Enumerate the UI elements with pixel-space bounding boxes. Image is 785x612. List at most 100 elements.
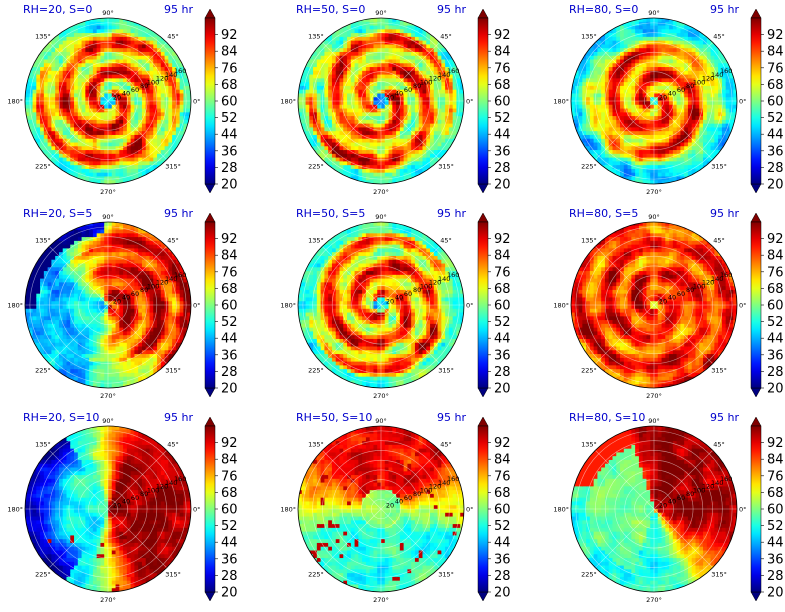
heatmap-cell [115, 78, 120, 83]
heatmap-cell [608, 142, 614, 147]
radial-tick-label: 40 [395, 90, 403, 98]
heatmap-cell [631, 36, 636, 42]
heatmap-cell [631, 131, 636, 136]
heatmap-cell [111, 74, 117, 79]
heatmap-cell [384, 78, 390, 83]
heatmap-cell [172, 119, 177, 125]
heatmap-cell [164, 108, 169, 113]
heatmap-cell [672, 176, 678, 181]
heatmap-cell [714, 104, 719, 110]
heatmap-cell [339, 119, 344, 125]
heatmap-cell [373, 123, 378, 129]
heatmap-cell [81, 29, 86, 34]
heatmap-cell [153, 97, 158, 102]
heatmap-cell [620, 89, 625, 95]
heatmap-cell [134, 89, 139, 95]
heatmap-cell [635, 51, 640, 57]
heatmap-cell [684, 101, 689, 106]
heatmap-cell [77, 123, 83, 129]
heatmap-cell [718, 146, 723, 151]
heatmap-cell [403, 78, 409, 83]
heatmap-cell [672, 74, 678, 79]
heatmap-cell [305, 67, 310, 72]
heatmap-cell [92, 153, 98, 159]
heatmap-cell [347, 48, 352, 53]
heatmap-cell [62, 153, 68, 159]
heatmap-cell [74, 108, 79, 113]
heatmap-cell [445, 85, 450, 91]
heatmap-cell [437, 112, 442, 117]
heatmap-cell [437, 138, 442, 144]
heatmap-cell [608, 93, 614, 98]
heatmap-cell [604, 131, 610, 136]
heatmap-cell [350, 78, 356, 83]
heatmap-cell [313, 59, 318, 64]
heatmap-cell [130, 146, 136, 151]
heatmap-cell [638, 172, 644, 178]
heatmap-cell [175, 150, 181, 155]
heatmap-cell [627, 108, 632, 113]
heatmap-cell [130, 108, 136, 113]
heatmap-cell [100, 63, 105, 68]
heatmap-cell [574, 116, 580, 121]
heatmap-cell [399, 97, 405, 102]
heatmap-cell [638, 116, 644, 121]
heatmap-cell [157, 146, 162, 151]
heatmap-cell [687, 168, 693, 174]
heatmap-cell [335, 108, 341, 113]
heatmap-cell [331, 165, 337, 170]
heatmap-cell [145, 48, 151, 53]
heatmap-cell [108, 161, 113, 166]
heatmap-cell [77, 101, 83, 106]
heatmap-cell [354, 131, 359, 136]
heatmap-cell [642, 85, 648, 91]
heatmap-cell [141, 48, 147, 53]
heatmap-cell [578, 89, 583, 95]
heatmap-cell [100, 25, 105, 30]
heatmap-cell [456, 101, 461, 106]
heatmap-cell [92, 93, 98, 98]
heatmap-cell [138, 93, 143, 98]
heatmap-cell [430, 44, 435, 49]
heatmap-cell [126, 85, 132, 91]
heatmap-cell [157, 70, 162, 76]
heatmap-cell [172, 78, 177, 83]
heatmap-cell [153, 131, 158, 136]
heatmap-cell [676, 146, 682, 151]
heatmap-cell [183, 101, 188, 106]
heatmap-cell [66, 67, 71, 72]
heatmap-cell [646, 172, 651, 178]
heatmap-cell [654, 82, 659, 87]
heatmap-cell [642, 172, 648, 178]
heatmap-cell [62, 142, 68, 147]
heatmap-cell [343, 67, 348, 72]
heatmap-cell [365, 78, 371, 83]
heatmap-cell [66, 108, 71, 113]
heatmap-cell [301, 123, 307, 129]
heatmap-cell [96, 78, 102, 83]
heatmap-cell [316, 48, 322, 53]
heatmap-cell [414, 93, 420, 98]
heatmap-cell [66, 161, 71, 166]
heatmap-cell [612, 29, 617, 34]
heatmap-cell [51, 131, 56, 136]
heatmap-cell [28, 101, 34, 106]
heatmap-cell [183, 119, 188, 125]
heatmap-cell [77, 134, 83, 140]
heatmap-cell [725, 97, 731, 102]
heatmap-cell [164, 48, 169, 53]
heatmap-cell [108, 48, 113, 53]
heatmap-cell [104, 78, 109, 83]
heatmap-cell [456, 59, 461, 64]
heatmap-cell [710, 127, 715, 132]
heatmap-cell [362, 97, 367, 102]
heatmap-cell [168, 112, 173, 117]
heatmap-cell [36, 131, 41, 136]
heatmap-cell [149, 104, 154, 110]
heatmap-cell [377, 101, 382, 106]
heatmap-cell [328, 55, 333, 61]
heatmap-cell [40, 82, 45, 87]
heatmap-cell [347, 168, 352, 174]
heatmap-cell [631, 134, 636, 140]
heatmap-cell [623, 97, 629, 102]
